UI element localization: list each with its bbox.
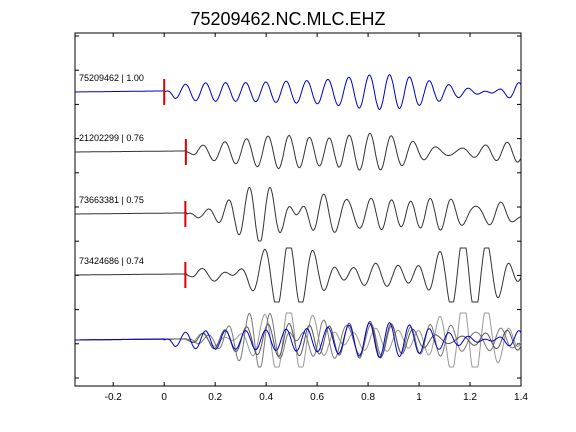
trace-waveform xyxy=(75,74,522,110)
x-tick-label: 1 xyxy=(416,392,422,403)
x-tick-label: 0.2 xyxy=(208,392,222,403)
chart-title: 75209462.NC.MLC.EHZ xyxy=(190,9,385,29)
plot-frame xyxy=(74,32,522,387)
x-tick-label: 0.8 xyxy=(361,392,375,403)
trace-waveform xyxy=(75,132,522,171)
x-tick-label: 1.2 xyxy=(463,392,477,403)
plot-area: -0.2 0 0.2 0.4 0.6 0.8 1 1.2 1.4 75209462 | 1.00 2… xyxy=(74,32,528,403)
x-tick-label: -0.2 xyxy=(105,392,123,403)
x-tick-label: 0.4 xyxy=(259,392,273,403)
trace-label: 75209462 | 1.00 xyxy=(79,73,144,83)
trace-label: 21202299 | 0.76 xyxy=(79,133,144,143)
x-tick-label: 1.4 xyxy=(514,392,528,403)
trace-label: 73663381 | 0.75 xyxy=(79,195,144,205)
trace-waveform xyxy=(75,247,522,303)
trace-label: 73424686 | 0.74 xyxy=(79,256,144,266)
x-tick-label: 0.6 xyxy=(310,392,324,403)
trace-waveform xyxy=(75,186,522,242)
stack-waveform xyxy=(75,322,522,358)
x-tick-label: 0 xyxy=(161,392,167,403)
